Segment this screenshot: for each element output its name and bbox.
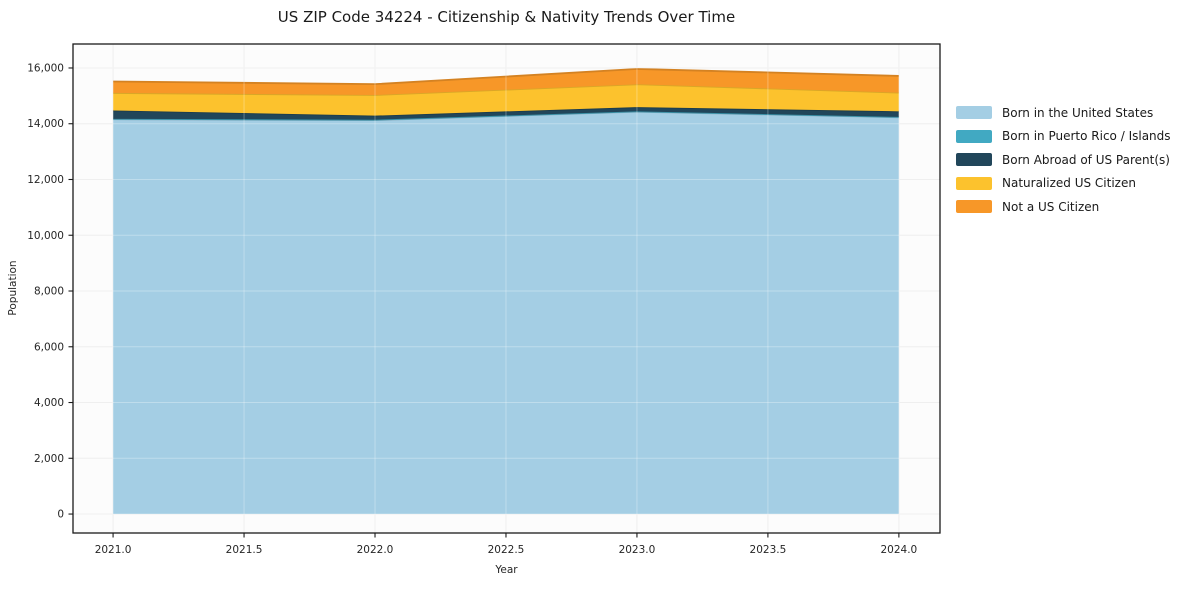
svg-text:2021.0: 2021.0: [95, 544, 132, 556]
svg-text:8,000: 8,000: [34, 286, 64, 298]
svg-text:14,000: 14,000: [27, 118, 64, 130]
legend-item-born-pr-islands: Born in Puerto Rico / Islands: [956, 125, 1171, 149]
svg-text:2024.0: 2024.0: [881, 544, 918, 556]
legend-item-born-abroad: Born Abroad of US Parent(s): [956, 148, 1171, 172]
svg-text:16,000: 16,000: [27, 62, 64, 74]
legend-swatch-not-citizen-icon: [956, 200, 992, 214]
svg-text:2021.5: 2021.5: [226, 544, 263, 556]
svg-text:10,000: 10,000: [27, 230, 64, 242]
legend-label: Not a US Citizen: [1002, 199, 1100, 214]
chart-title: US ZIP Code 34224 - Citizenship & Nativi…: [277, 8, 736, 26]
svg-text:0: 0: [57, 509, 64, 521]
svg-text:2023.0: 2023.0: [619, 544, 656, 556]
y-axis-label: Population: [7, 260, 19, 316]
legend-swatch-born-us-icon: [956, 106, 992, 120]
legend-label: Born in Puerto Rico / Islands: [1002, 129, 1171, 144]
svg-text:4,000: 4,000: [34, 397, 64, 409]
legend-swatch-naturalized-icon: [956, 176, 992, 190]
legend-label: Naturalized US Citizen: [1002, 176, 1136, 191]
legend-label: Born in the United States: [1002, 105, 1154, 120]
svg-text:12,000: 12,000: [27, 174, 64, 186]
legend: Born in the United States Born in Puerto…: [956, 101, 1171, 219]
legend-label: Born Abroad of US Parent(s): [1002, 152, 1170, 167]
legend-item-born-us: Born in the United States: [956, 101, 1171, 125]
svg-text:2023.5: 2023.5: [750, 544, 787, 556]
svg-text:2,000: 2,000: [34, 453, 64, 465]
legend-item-naturalized: Naturalized US Citizen: [956, 172, 1171, 196]
svg-text:6,000: 6,000: [34, 341, 64, 353]
svg-text:2022.0: 2022.0: [357, 544, 394, 556]
legend-swatch-born-abroad-icon: [956, 153, 992, 167]
legend-swatch-born-pr-islands-icon: [956, 129, 992, 143]
legend-item-not-citizen: Not a US Citizen: [956, 195, 1171, 219]
svg-text:2022.5: 2022.5: [488, 544, 525, 556]
x-axis-label: Year: [495, 564, 518, 576]
